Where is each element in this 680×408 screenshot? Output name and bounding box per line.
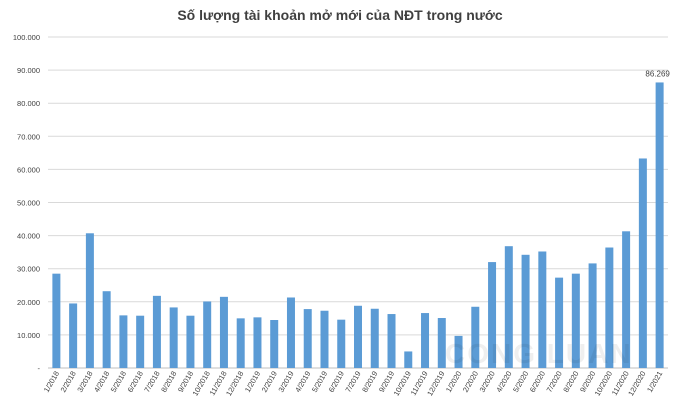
watermark: CONG LUAN bbox=[445, 338, 633, 369]
bar bbox=[169, 307, 178, 368]
y-tick-label: 50.000 bbox=[17, 199, 40, 208]
bar bbox=[605, 247, 614, 368]
gridlines bbox=[48, 36, 668, 369]
bar bbox=[270, 320, 279, 368]
data-label: 86.269 bbox=[645, 69, 670, 78]
bar bbox=[354, 305, 362, 368]
x-tick-label: 1/2021 bbox=[645, 370, 664, 394]
bar bbox=[638, 158, 647, 368]
bar bbox=[370, 308, 379, 368]
bar bbox=[303, 309, 312, 368]
y-tick-label: 40.000 bbox=[17, 232, 40, 241]
bar bbox=[538, 251, 547, 368]
y-tick-label: - bbox=[38, 364, 41, 373]
bar bbox=[404, 351, 413, 368]
bar bbox=[320, 310, 329, 368]
bar bbox=[85, 233, 94, 368]
bar bbox=[588, 263, 597, 368]
x-axis-ticks: 1/20182/20183/20184/20185/20186/20187/20… bbox=[42, 369, 665, 397]
bar bbox=[236, 318, 245, 368]
y-tick-label: 80.000 bbox=[17, 99, 40, 108]
bar bbox=[471, 306, 480, 368]
bar bbox=[454, 335, 463, 368]
y-tick-label: 60.000 bbox=[17, 165, 40, 174]
y-tick-label: 20.000 bbox=[17, 298, 40, 307]
bar bbox=[488, 262, 497, 368]
bar bbox=[152, 295, 161, 368]
bar bbox=[421, 313, 430, 368]
bar bbox=[186, 315, 195, 368]
bar bbox=[119, 315, 128, 368]
y-axis-ticks: - 10.000 20.000 30.000 40.000 50.000 60.000 70.… bbox=[13, 33, 41, 373]
bar bbox=[102, 291, 111, 368]
bar bbox=[555, 277, 564, 368]
bar bbox=[622, 231, 631, 368]
y-tick-label: 70.000 bbox=[17, 132, 40, 141]
bar bbox=[504, 246, 513, 368]
bar bbox=[437, 318, 446, 368]
bar bbox=[387, 314, 396, 368]
bar bbox=[286, 297, 295, 368]
bar bbox=[253, 317, 262, 368]
chart-title: Số lượng tài khoản mở mới của NĐT trong … bbox=[177, 7, 503, 23]
bar bbox=[571, 273, 580, 368]
bar bbox=[136, 315, 145, 368]
y-tick-label: 100.000 bbox=[13, 33, 40, 42]
bar bbox=[69, 303, 78, 368]
bar bbox=[655, 82, 664, 368]
bar bbox=[337, 319, 346, 368]
y-tick-label: 90.000 bbox=[17, 66, 40, 75]
y-tick-label: 30.000 bbox=[17, 265, 40, 274]
bar bbox=[521, 254, 530, 368]
data-labels: 86.269 bbox=[645, 69, 670, 78]
bars bbox=[52, 82, 664, 368]
bar bbox=[52, 273, 61, 368]
bar bbox=[219, 296, 228, 368]
y-tick-label: 10.000 bbox=[17, 331, 40, 340]
bar bbox=[203, 301, 212, 368]
